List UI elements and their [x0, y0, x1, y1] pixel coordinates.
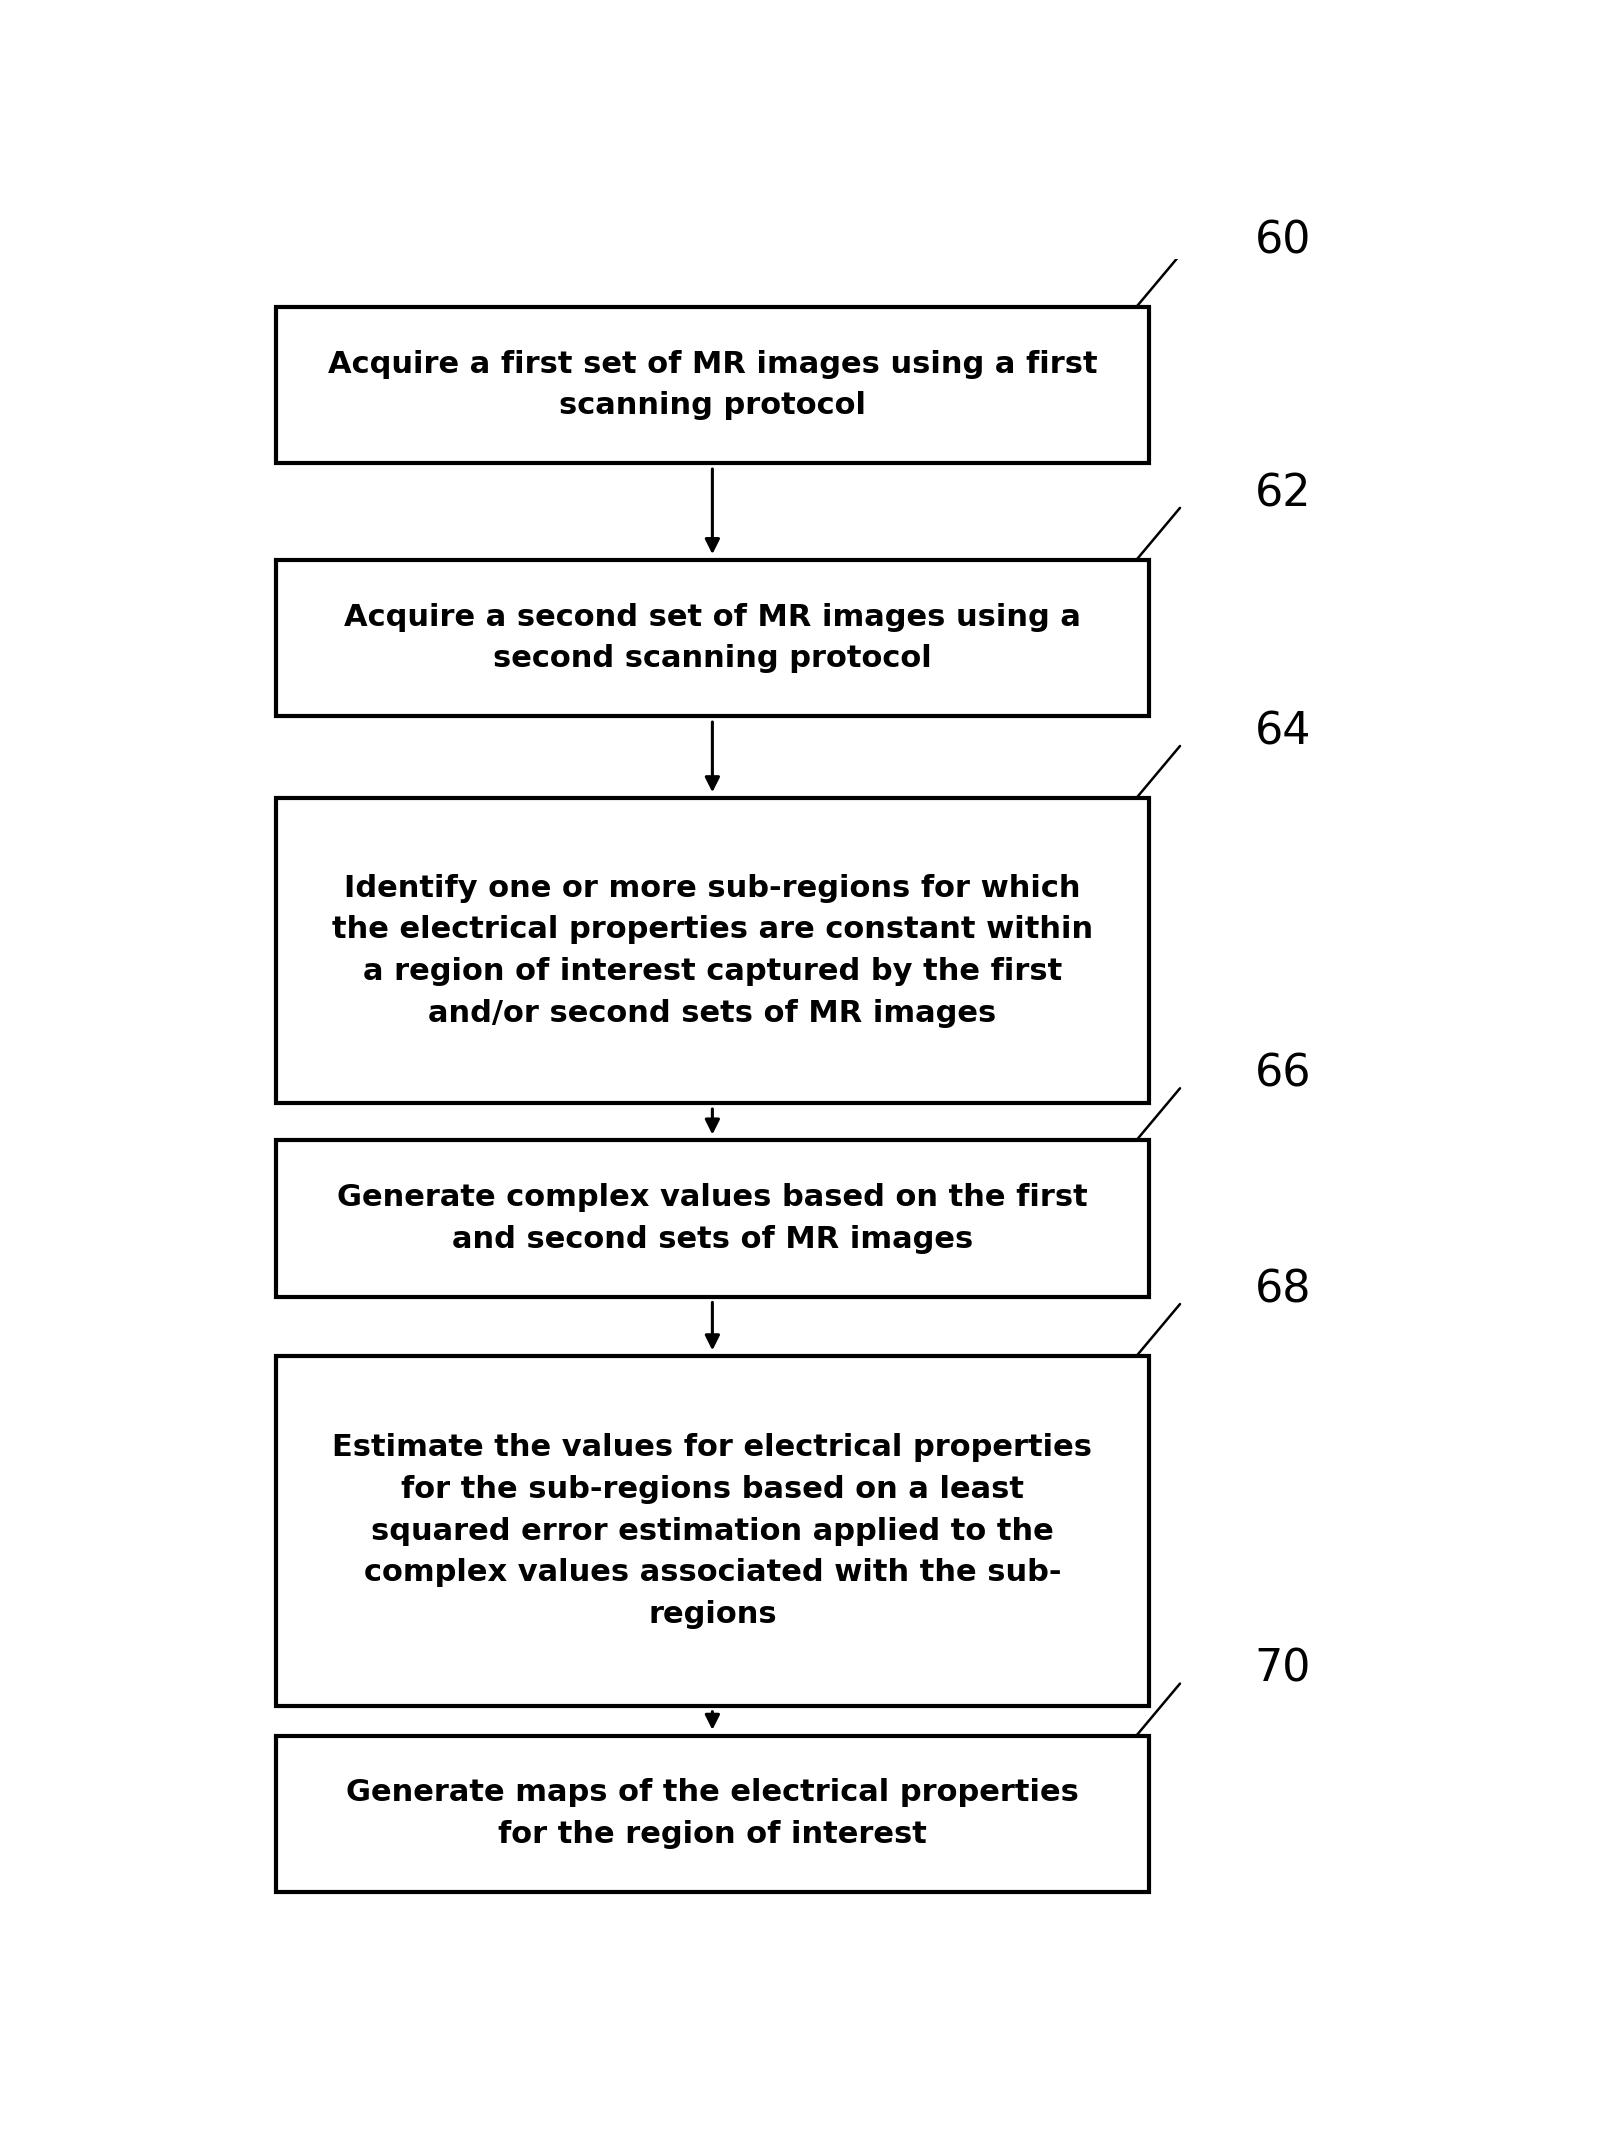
Text: Identify one or more sub-regions for which
the electrical properties are constan: Identify one or more sub-regions for whi…: [331, 873, 1093, 1028]
Bar: [275, 560, 1149, 715]
Bar: [275, 1735, 1149, 1892]
Bar: [275, 1355, 1149, 1707]
Text: Acquire a second set of MR images using a
second scanning protocol: Acquire a second set of MR images using …: [344, 603, 1081, 672]
Text: Generate complex values based on the first
and second sets of MR images: Generate complex values based on the fir…: [336, 1183, 1088, 1254]
Bar: [275, 797, 1149, 1103]
Text: 66: 66: [1255, 1052, 1311, 1095]
Text: 64: 64: [1255, 711, 1311, 754]
Text: Estimate the values for electrical properties
for the sub-regions based on a lea: Estimate the values for electrical prope…: [333, 1433, 1093, 1629]
Bar: [275, 306, 1149, 463]
Bar: [275, 1140, 1149, 1297]
Text: 60: 60: [1255, 220, 1311, 263]
Text: 70: 70: [1255, 1649, 1311, 1692]
Text: 68: 68: [1255, 1269, 1311, 1312]
Text: Generate maps of the electrical properties
for the region of interest: Generate maps of the electrical properti…: [346, 1778, 1078, 1849]
Text: 62: 62: [1255, 472, 1311, 515]
Text: Acquire a first set of MR images using a first
scanning protocol: Acquire a first set of MR images using a…: [328, 349, 1097, 420]
